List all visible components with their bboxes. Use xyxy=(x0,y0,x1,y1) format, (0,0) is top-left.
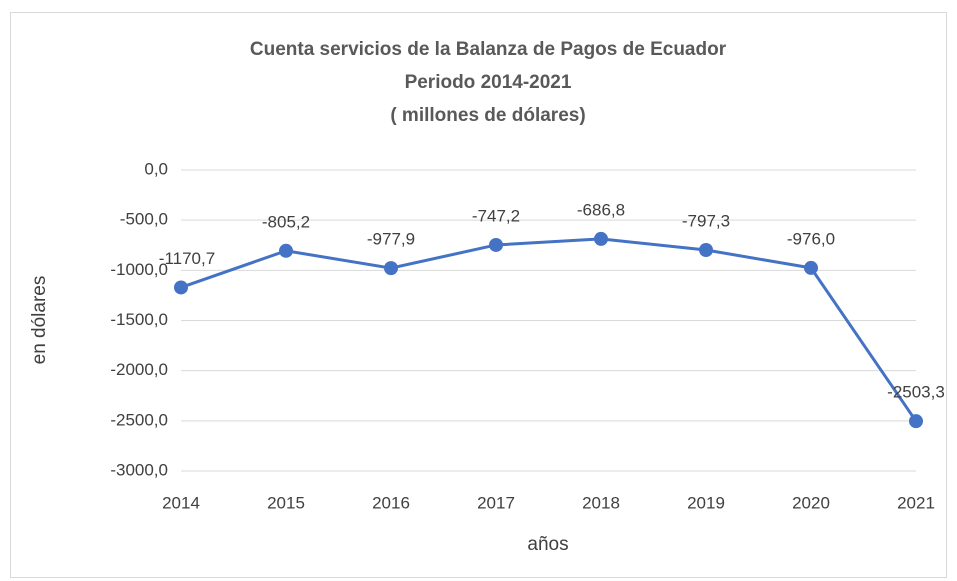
data-point xyxy=(699,242,713,257)
y-tick-label: 0,0 xyxy=(144,159,168,178)
y-tick-label: -2500,0 xyxy=(110,410,168,429)
data-point xyxy=(909,414,923,429)
y-axis-label: en dólares xyxy=(29,276,50,365)
x-tick-label: 2016 xyxy=(372,493,410,512)
data-label: -797,3 xyxy=(682,211,730,230)
x-tick-label: 2014 xyxy=(162,493,200,512)
y-tick-label: -500,0 xyxy=(120,210,168,229)
data-point xyxy=(594,231,608,246)
data-point xyxy=(174,280,188,295)
x-axis-label: años xyxy=(527,534,568,555)
data-label: -2503,3 xyxy=(887,383,945,402)
data-label: -686,8 xyxy=(577,200,625,219)
data-label: -747,2 xyxy=(472,206,520,225)
chart-subtitle: Periodo 2014-2021 xyxy=(405,72,572,93)
x-tick-label: 2018 xyxy=(582,493,620,512)
data-point xyxy=(804,260,818,275)
data-point xyxy=(279,243,293,258)
data-point xyxy=(384,261,398,276)
data-label: -1170,7 xyxy=(159,249,215,268)
chart-title: Cuenta servicios de la Balanza de Pagos … xyxy=(250,39,727,60)
chart-subtitle: ( millones de dólares) xyxy=(390,105,585,126)
x-tick-label: 2021 xyxy=(897,493,935,512)
y-tick-label: -1500,0 xyxy=(110,310,168,329)
x-tick-label: 2020 xyxy=(792,493,830,512)
data-label: -977,9 xyxy=(367,230,415,249)
chart-frame xyxy=(10,12,947,578)
x-tick-label: 2015 xyxy=(267,493,305,512)
y-tick-label: -1000,0 xyxy=(110,260,168,279)
data-label: -805,2 xyxy=(262,212,310,231)
y-tick-label: -3000,0 xyxy=(110,460,168,479)
x-tick-label: 2017 xyxy=(477,493,515,512)
x-tick-label: 2019 xyxy=(687,493,725,512)
series-line xyxy=(180,237,918,423)
data-label: -976,0 xyxy=(787,229,835,248)
y-tick-label: -2000,0 xyxy=(110,360,168,379)
data-point xyxy=(489,237,503,252)
